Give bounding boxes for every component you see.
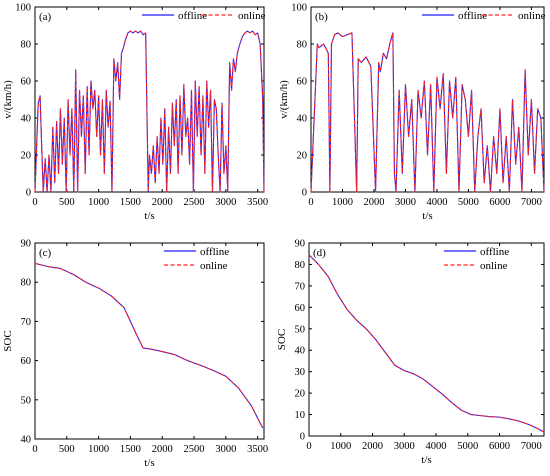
chart-b-ytick-label: 0 xyxy=(302,188,307,199)
chart-d-xtick-label: 4000 xyxy=(426,441,447,452)
chart-d-ytick-label: 80 xyxy=(295,260,306,271)
chart-c-xlabel: t/s xyxy=(144,457,154,469)
chart-d-ytick-label: 60 xyxy=(295,303,306,314)
chart-b-ytick-label: 60 xyxy=(297,77,308,88)
chart-a-xtick-label: 3500 xyxy=(247,197,268,208)
chart-a-xtick-label: 2500 xyxy=(184,197,205,208)
chart-d-ytick-label: 20 xyxy=(295,389,306,400)
chart-a-xtick-label: 1500 xyxy=(120,197,141,208)
chart-a-xtick-label: 2000 xyxy=(152,197,173,208)
chart-c-xtick-label: 2500 xyxy=(184,444,205,455)
chart-d: 0 1000 2000 3000 4000 5000 6000 7000 0 10 20 30 40 50… xyxy=(276,239,545,466)
chart-b-series-online-line xyxy=(310,32,545,193)
chart-a-frame xyxy=(34,6,265,193)
chart-b-panel-label: (b) xyxy=(315,11,328,23)
chart-d-frame xyxy=(308,242,545,437)
chart-c-xtick-label: 0 xyxy=(32,444,37,455)
chart-a-ytick-label: 20 xyxy=(21,151,32,162)
chart-d-ytick-label: 40 xyxy=(295,346,306,357)
chart-c-xtick-label: 1000 xyxy=(88,444,109,455)
chart-a-series-online-line xyxy=(34,30,265,193)
chart-d-panel-label: (d) xyxy=(313,247,326,259)
chart-c-ytick-label: 90 xyxy=(21,239,32,250)
chart-a-ytick-label: 0 xyxy=(26,188,31,199)
chart-a-legend-offline-label: offline xyxy=(178,10,207,22)
chart-d-ytick-label: 70 xyxy=(295,281,306,292)
chart-a-legend-online-label: online xyxy=(238,10,266,22)
chart-d-ytick-label: 10 xyxy=(295,410,306,421)
chart-a-ytick-label: 40 xyxy=(21,114,32,125)
chart-b: 0 1000 2000 3000 4000 5000 6000 7000 0 20 40 60 80 10… xyxy=(278,3,546,223)
chart-d-legend-online-label: online xyxy=(480,260,508,272)
chart-c-ytick-label: 80 xyxy=(21,278,32,289)
chart-b-ytick-label: 40 xyxy=(297,114,308,125)
chart-d-ytick-label: 50 xyxy=(295,324,306,335)
chart-a: 0 500 1000 1500 2000 2500 3000 3500 0 20 40 60 80 100… xyxy=(2,3,268,223)
chart-d-xtick-label: 1000 xyxy=(330,441,351,452)
chart-d-ylabel: SOC xyxy=(276,329,288,350)
chart-b-xtick-label: 2000 xyxy=(363,197,384,208)
chart-b-xtick-label: 5000 xyxy=(458,197,479,208)
chart-a-xtick-label: 0 xyxy=(32,197,37,208)
chart-c: 0 500 1000 1500 2000 2500 3000 3500 40 50 60 70 80 90… xyxy=(2,239,268,470)
chart-b-xtick-label: 1000 xyxy=(332,197,353,208)
chart-a-xtick-label: 1000 xyxy=(88,197,109,208)
chart-a-ylabel: v/(km/h) xyxy=(2,80,14,119)
chart-b-xtick-label: 3000 xyxy=(395,197,416,208)
chart-d-xtick-label: 5000 xyxy=(457,441,478,452)
chart-d-ytick-label: 90 xyxy=(295,239,306,250)
chart-a-xtick-label: 500 xyxy=(59,197,75,208)
chart-b-frame xyxy=(310,6,545,193)
chart-a-ytick-label: 100 xyxy=(15,3,31,14)
chart-a-ytick-label: 60 xyxy=(21,77,32,88)
chart-d-xtick-label: 0 xyxy=(306,441,311,452)
chart-b-ytick-label: 20 xyxy=(297,151,308,162)
chart-c-ytick-label: 50 xyxy=(21,395,32,406)
chart-c-ytick-label: 70 xyxy=(21,317,32,328)
chart-c-panel-label: (c) xyxy=(39,247,52,259)
chart-c-ytick-label: 40 xyxy=(21,435,32,446)
chart-b-ytick-label: 80 xyxy=(297,40,308,51)
chart-d-xtick-label: 2000 xyxy=(362,441,383,452)
chart-d-series-online-line xyxy=(308,254,545,433)
chart-d-legend-offline-label: offline xyxy=(480,246,509,258)
chart-d-xtick-label: 7000 xyxy=(521,441,542,452)
chart-b-xtick-label: 6000 xyxy=(489,197,510,208)
chart-d-series-offline-line xyxy=(308,254,545,433)
chart-c-series-online-line xyxy=(34,262,264,429)
chart-b-legend-offline-label: offline xyxy=(458,10,487,22)
chart-c-series-offline-line xyxy=(34,262,264,429)
chart-b-xtick-label: 7000 xyxy=(521,197,542,208)
chart-c-xtick-label: 2000 xyxy=(152,444,173,455)
chart-b-xlabel: t/s xyxy=(422,210,432,222)
chart-d-xtick-label: 3000 xyxy=(394,441,415,452)
chart-c-xtick-label: 500 xyxy=(59,444,75,455)
chart-d-ytick-label: 0 xyxy=(300,432,305,443)
chart-a-xtick-label: 3000 xyxy=(215,197,236,208)
chart-c-legend-offline-label: offline xyxy=(200,246,229,258)
chart-c-frame xyxy=(34,242,265,440)
chart-c-xtick-label: 3500 xyxy=(247,444,268,455)
chart-a-panel-label: (a) xyxy=(39,11,52,23)
chart-c-ylabel: SOC xyxy=(2,330,14,351)
chart-c-legend-online-label: online xyxy=(200,260,228,272)
chart-c-xtick-label: 3000 xyxy=(215,444,236,455)
chart-a-ytick-label: 80 xyxy=(21,40,32,51)
chart-b-series-offline-line xyxy=(310,32,545,193)
chart-b-xtick-label: 0 xyxy=(308,197,313,208)
chart-b-ytick-label: 100 xyxy=(291,3,307,14)
chart-b-legend-online-label: online xyxy=(518,10,546,22)
chart-a-xlabel: t/s xyxy=(144,210,154,222)
chart-b-xtick-label: 4000 xyxy=(426,197,447,208)
chart-d-ytick-label: 30 xyxy=(295,367,306,378)
chart-c-ytick-label: 60 xyxy=(21,356,32,367)
chart-b-ylabel: v/(km/h) xyxy=(278,80,290,119)
chart-d-xlabel: t/s xyxy=(421,454,431,466)
chart-d-xtick-label: 6000 xyxy=(489,441,510,452)
chart-c-xtick-label: 1500 xyxy=(120,444,141,455)
